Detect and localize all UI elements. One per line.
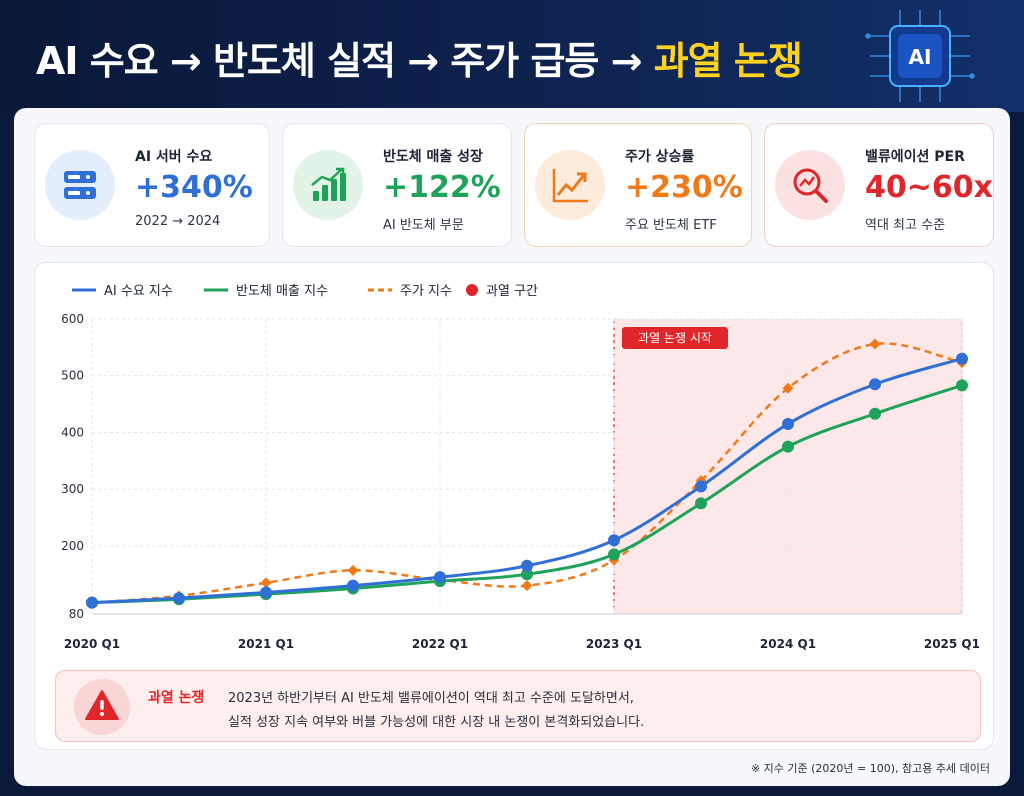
card-valuation-per: 밸류에이션 PER 40~60x 역대 최고 수준: [764, 123, 994, 247]
legend-swatch-dot: [466, 284, 478, 296]
page-title: AI 수요 → 반도체 실적 → 주가 급등 → 과열 논쟁: [36, 30, 803, 85]
chart-legend: AI 수요 지수 반도체 매출 지수 주가 지수 과열 구간: [72, 284, 538, 299]
chart-axes: 80 200 300 400 500 600 2020 Q1 2021 Q1 2022 Q1 20…: [61, 312, 980, 651]
overheat-badge-label: 과열 논쟁 시작: [638, 331, 712, 345]
trend-up-icon: [552, 169, 588, 203]
data-point-circle: [173, 592, 185, 605]
legend-item: AI 수요 지수: [72, 284, 173, 299]
legend-label: AI 수요 지수: [104, 284, 173, 299]
data-point-circle: [956, 379, 968, 392]
x-tick-label: 2021 Q1: [238, 637, 294, 651]
data-point-diamond: [782, 382, 794, 394]
legend-item: 주가 지수: [368, 284, 452, 299]
header-banner: AI 수요 → 반도체 실적 → 주가 급등 → 과열 논쟁 AI: [0, 0, 1024, 112]
card-value: +340%: [135, 170, 253, 205]
data-point-circle: [695, 480, 707, 493]
data-point-circle: [695, 497, 707, 510]
title-highlight: 과열 논쟁: [653, 39, 803, 83]
x-tick-label: 2020 Q1: [64, 637, 120, 651]
legend-label: 반도체 매출 지수: [236, 284, 328, 299]
data-point-circle: [521, 559, 533, 572]
data-point-circle: [434, 571, 446, 584]
alert-text-line-1: 2023년 하반기부터 AI 반도체 밸류에이션이 역대 최고 수준에 도달하면…: [228, 691, 634, 706]
legend-item: 과열 구간: [466, 284, 538, 299]
overheat-badge-bg: [622, 327, 728, 349]
card-icon-circle: [775, 150, 845, 220]
card-value: 40~60x: [865, 170, 993, 205]
alert-title: 과열 논쟁: [148, 690, 205, 706]
data-point-circle: [869, 407, 881, 420]
series-ai-demand: [86, 352, 968, 609]
y-tick-label: 300: [61, 482, 84, 496]
data-point-circle: [608, 548, 620, 561]
overheat-badge: 과열 논쟁 시작: [622, 327, 728, 349]
card-icon-circle: [45, 150, 115, 220]
data-point-diamond: [869, 338, 881, 350]
card-sub: AI 반도체 부문: [383, 218, 464, 233]
y-tick-label: 500: [61, 369, 84, 383]
data-point-circle: [869, 378, 881, 391]
data-point-circle: [608, 534, 620, 547]
server-icon: [64, 171, 96, 199]
data-point-circle: [347, 579, 359, 592]
data-point-circle: [521, 568, 533, 581]
x-tick-label: 2022 Q1: [412, 637, 468, 651]
y-tick-label: 600: [61, 312, 84, 326]
title-main: AI 수요 → 반도체 실적 → 주가 급등 →: [36, 39, 654, 83]
magnifier-chart-icon: [793, 168, 828, 203]
legend-item: 반도체 매출 지수: [204, 284, 328, 299]
card-ai-server-demand: AI 서버 수요 +340% 2022 → 2024: [34, 123, 270, 247]
data-point-diamond: [347, 564, 359, 576]
legend-label: 주가 지수: [400, 284, 452, 299]
x-tick-label: 2023 Q1: [586, 637, 642, 651]
chart-series: [86, 338, 968, 609]
x-tick-label: 2025 Q1: [924, 637, 980, 651]
y-tick-label: 80: [69, 607, 84, 621]
data-point-circle: [86, 596, 98, 609]
card-label: AI 서버 수요: [135, 149, 213, 165]
card-icon-circle: [293, 150, 363, 220]
card-label: 밸류에이션 PER: [865, 149, 965, 165]
alert-icon-circle: [74, 679, 130, 735]
card-semiconductor-sales: 반도체 매출 성장 +122% AI 반도체 부문: [282, 123, 512, 247]
legend-label: 과열 구간: [486, 284, 538, 299]
card-sub: 2022 → 2024: [135, 214, 221, 229]
data-point-diamond: [521, 580, 533, 592]
card-sub: 역대 최고 수준: [865, 218, 946, 233]
data-point-diamond: [260, 577, 272, 589]
card-value: +122%: [383, 170, 501, 205]
overheat-alert: 과열 논쟁 2023년 하반기부터 AI 반도체 밸류에이션이 역대 최고 수준…: [55, 670, 981, 742]
card-label: 반도체 매출 성장: [383, 149, 483, 165]
card-stock-return: 주가 상승률 +230% 주요 반도체 ETF: [524, 123, 752, 247]
x-tick-label: 2024 Q1: [760, 637, 816, 651]
warning-icon: [85, 690, 119, 720]
alert-text-line-2: 실적 성장 지속 여부와 버블 가능성에 대한 시장 내 논쟁이 본격화되었습니…: [228, 715, 645, 730]
card-label: 주가 상승률: [625, 149, 695, 165]
card-sub: 주요 반도체 ETF: [625, 218, 717, 233]
card-value: +230%: [625, 170, 743, 205]
card-icon-circle: [535, 150, 605, 220]
data-point-circle: [782, 440, 794, 453]
growth-bars-icon: [311, 167, 346, 201]
footnote: ※ 지수 기준 (2020년 = 100), 참고용 추세 데이터: [750, 762, 990, 775]
data-point-circle: [260, 586, 272, 599]
data-point-circle: [956, 352, 968, 365]
data-point-circle: [782, 417, 794, 430]
ai-chip-icon: AI: [865, 10, 975, 102]
y-tick-label: 400: [61, 425, 84, 439]
y-tick-label: 200: [61, 539, 84, 553]
chip-label: AI: [909, 45, 932, 69]
